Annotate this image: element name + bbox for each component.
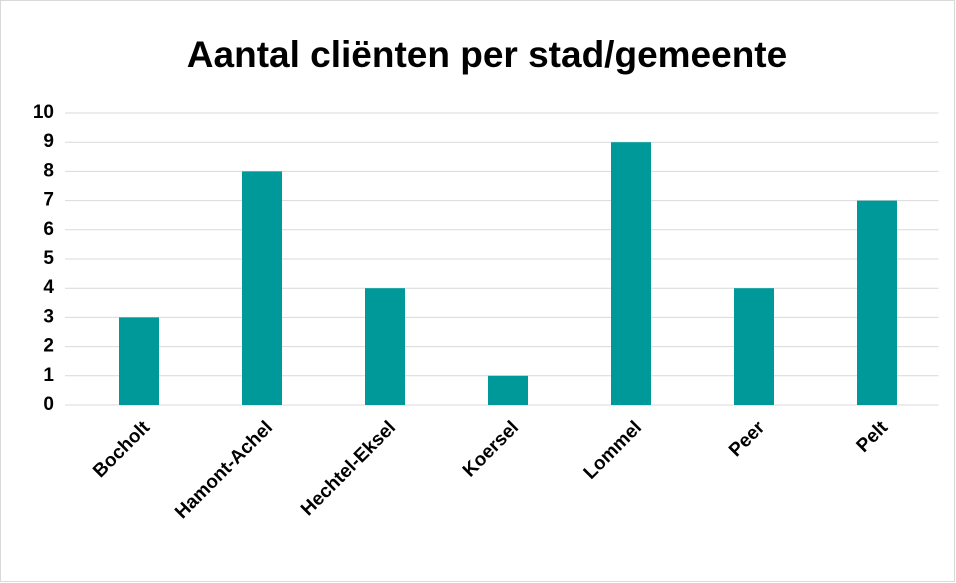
- bar: [488, 375, 528, 405]
- bar: [611, 142, 651, 405]
- y-tick-label: 5: [43, 248, 54, 269]
- y-tick-label: 2: [43, 336, 54, 357]
- y-tick-label: 8: [43, 160, 54, 181]
- y-tick-label: 3: [43, 306, 54, 327]
- chart-title: Aantal cliënten per stad/gemeente: [187, 34, 787, 75]
- y-tick-label: 1: [43, 365, 54, 386]
- bar: [857, 200, 897, 405]
- y-tick-label: 0: [43, 394, 54, 415]
- bar: [365, 288, 405, 405]
- bar: [734, 288, 774, 405]
- y-tick-label: 7: [43, 190, 54, 211]
- y-tick-label: 6: [43, 219, 54, 240]
- y-tick-label: 4: [43, 277, 54, 298]
- bar: [242, 171, 282, 405]
- y-tick-label: 9: [43, 131, 54, 152]
- y-tick-label: 10: [33, 102, 54, 123]
- bar: [119, 317, 159, 405]
